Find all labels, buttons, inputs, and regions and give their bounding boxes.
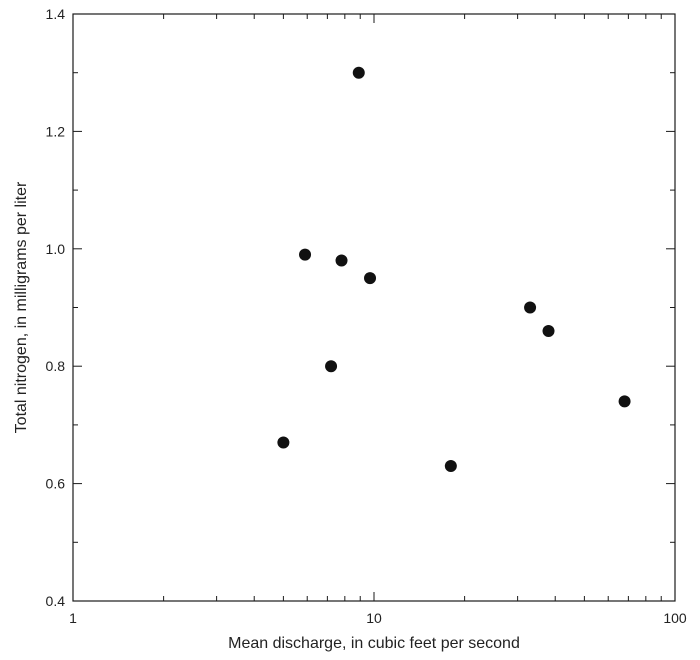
y-axis: 0.4 0.6 0.8 1.0 1.2 1.4 — [46, 6, 675, 609]
data-point — [325, 360, 338, 373]
x-tick-label: 1 — [69, 610, 77, 626]
data-point — [352, 66, 365, 79]
y-tick-label: 1.2 — [46, 123, 66, 139]
data-point — [364, 272, 377, 285]
x-tick-label: 100 — [663, 610, 687, 626]
data-point — [618, 395, 631, 408]
data-point — [542, 324, 555, 337]
plot-frame — [72, 13, 676, 602]
data-point — [444, 459, 457, 472]
data-point — [299, 248, 312, 261]
data-point — [335, 254, 348, 267]
y-tick-label: 0.8 — [46, 358, 66, 374]
x-tick-label: 10 — [366, 610, 382, 626]
y-tick-label: 0.4 — [46, 593, 66, 609]
y-axis-title: Total nitrogen, in milligrams per liter — [13, 181, 30, 433]
x-axis-title: Mean discharge, in cubic feet per second — [228, 635, 520, 652]
y-tick-label: 1.4 — [46, 6, 66, 22]
x-axis: 1 10 100 — [69, 14, 687, 626]
data-points — [277, 66, 631, 472]
y-tick-label: 1.0 — [46, 241, 66, 257]
data-point — [524, 301, 537, 314]
data-point — [277, 436, 290, 449]
plot-border — [72, 13, 676, 602]
y-tick-label: 0.6 — [46, 476, 66, 492]
